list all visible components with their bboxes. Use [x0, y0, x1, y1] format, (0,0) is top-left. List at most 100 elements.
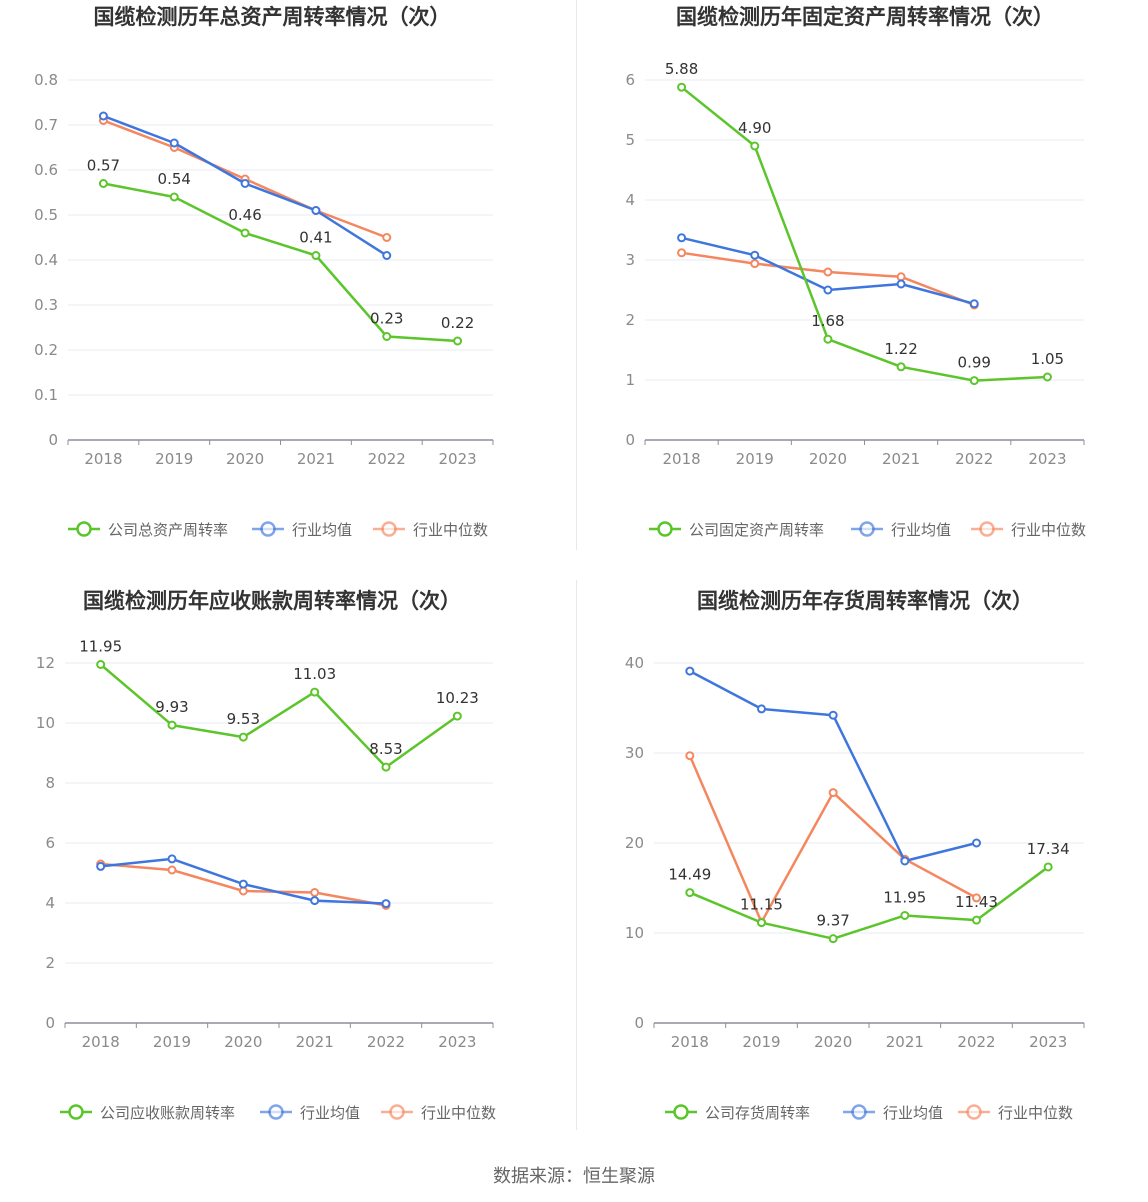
y-tick-label: 0.1	[34, 386, 58, 404]
company-series-point	[828, 934, 838, 944]
industry-average-series-point	[750, 250, 760, 260]
industry-average-series-point	[828, 710, 838, 720]
legend-label-industry-average-series: 行业均值	[891, 521, 951, 539]
x-tick-label: 2019	[153, 1033, 191, 1051]
data-label: 9.93	[155, 698, 188, 716]
chart-inventory-turnover: 国缆检测历年存货周转率情况（次） 0 10 20 30 40 2018 2019 2020 202…	[625, 589, 1085, 1122]
company-series-point	[381, 762, 391, 772]
legend-marker-industry-average-series	[260, 521, 276, 537]
legend-label-industry-median-series: 行业中位数	[998, 1104, 1073, 1122]
company-series-point	[98, 179, 108, 188]
x-tick-label: 2019	[742, 1033, 780, 1051]
x-tick-label: 2018	[84, 450, 122, 468]
industry-median-series-point	[310, 888, 320, 897]
y-tick-label: 6	[45, 834, 55, 852]
industry-median-series-point	[167, 865, 177, 875]
industry-median-series-point	[972, 893, 981, 903]
y-tick-label: 10	[625, 924, 644, 942]
y-tick-label: 2	[45, 954, 55, 972]
y-tick-label: 0.8	[34, 71, 58, 89]
y-tick-label: 0.7	[34, 116, 58, 134]
company-series-point	[757, 918, 766, 928]
data-label: 0.57	[87, 157, 120, 175]
data-label: 10.23	[436, 689, 479, 707]
y-tick-label: 0	[625, 431, 635, 449]
legend-label-industry-median-series: 行业中位数	[1011, 521, 1086, 539]
y-tick-label: 12	[36, 654, 55, 672]
data-label: 1.68	[811, 312, 844, 330]
x-tick-label: 2020	[224, 1033, 262, 1051]
legend-marker-industry-median-series	[381, 521, 397, 537]
company-series-point	[685, 888, 695, 898]
x-tick-label: 2023	[1029, 1033, 1067, 1051]
y-tick-label: 8	[45, 774, 55, 792]
industry-average-series-point	[240, 179, 250, 188]
data-label: 4.90	[738, 119, 771, 137]
industry-average-series-point	[311, 206, 321, 215]
industry-average-series-point	[310, 896, 320, 906]
y-tick-label: 30	[625, 744, 644, 762]
company-series-point	[750, 141, 760, 151]
x-tick-label: 2022	[955, 450, 993, 468]
y-tick-label: 0.4	[34, 251, 58, 269]
chart-title: 国缆检测历年总资产周转率情况（次）	[94, 5, 451, 29]
industry-average-series-point	[98, 111, 108, 121]
industry-median-series-point	[828, 788, 838, 798]
company-series-line	[680, 86, 1048, 382]
industry-average-series-point	[381, 899, 391, 909]
y-tick-label: 0	[48, 431, 58, 449]
company-series-point	[452, 711, 462, 721]
x-tick-label: 2021	[297, 450, 335, 468]
legend-label-industry-average-series: 行业均值	[292, 521, 352, 539]
company-series-point	[900, 910, 910, 920]
x-tick-label: 2020	[809, 450, 847, 468]
x-tick-label: 2020	[226, 450, 264, 468]
data-label: 9.53	[227, 710, 260, 728]
y-tick-label: 3	[625, 251, 635, 269]
x-tick-label: 2018	[82, 1033, 120, 1051]
industry-average-series-point	[685, 666, 695, 676]
y-tick-label: 5	[625, 131, 635, 149]
legend-label-industry-average-series: 行业均值	[883, 1104, 943, 1122]
company-series-point	[896, 362, 906, 372]
industry-median-series-point	[896, 272, 906, 282]
x-tick-label: 2022	[957, 1033, 995, 1051]
data-label: 11.03	[293, 665, 336, 683]
data-label: 0.22	[441, 314, 474, 332]
industry-average-series-point	[972, 838, 981, 848]
company-series-line	[689, 865, 1049, 940]
data-label: 0.54	[158, 170, 191, 188]
data-label: 0.41	[299, 229, 332, 247]
industry-average-series-point	[169, 138, 179, 148]
chart-fixed-asset-turnover: 国缆检测历年固定资产周转率情况（次） 0 1 2 3 4 5 6 2018 2019 2020 202…	[625, 5, 1086, 539]
chart-panel-receivable-turnover: 国缆检测历年应收账款周转率情况（次） 0 2 4 6 8 10 12 2018 2019 2020 2…	[0, 580, 574, 1160]
data-label: 11.15	[740, 896, 783, 914]
y-tick-label: 0.6	[34, 161, 58, 179]
company-series-point	[382, 332, 392, 341]
legend-label-company-series: 公司固定资产周转率	[689, 521, 824, 539]
data-label: 0.99	[958, 354, 991, 372]
company-series-point	[240, 228, 250, 238]
data-label: 11.95	[883, 888, 926, 906]
company-series-point	[1043, 862, 1053, 872]
legend-label-company-series: 公司应收账款周转率	[100, 1104, 235, 1122]
chart-panel-inventory-turnover: 国缆检测历年存货周转率情况（次） 0 10 20 30 40 2018 2019 2020 202…	[577, 580, 1148, 1160]
industry-average-series-line	[689, 669, 977, 863]
data-source: 数据来源：恒生聚源	[493, 1166, 655, 1187]
industry-median-series-point	[677, 248, 687, 258]
x-tick-label: 2023	[438, 450, 476, 468]
company-series-point	[1042, 372, 1052, 382]
legend-label-company-series: 公司存货周转率	[705, 1104, 810, 1122]
vertical-divider-bottom	[576, 580, 577, 1130]
company-series-point	[677, 82, 687, 92]
y-tick-label: 1	[625, 371, 635, 389]
y-tick-label: 0.3	[34, 296, 58, 314]
industry-average-series-point	[382, 251, 392, 260]
x-tick-label: 2019	[155, 450, 193, 468]
industry-median-series-point	[750, 259, 760, 269]
company-series-point	[96, 660, 106, 669]
chart-title: 国缆检测历年固定资产周转率情况（次）	[676, 5, 1054, 29]
x-tick-label: 2019	[736, 450, 774, 468]
data-label: 1.05	[1031, 350, 1064, 368]
chart-panel-total-asset-turnover: 国缆检测历年总资产周转率情况（次） 0 0.1 0.2 0.3 0.4 0.5 0.6 0.7 0…	[0, 0, 574, 580]
